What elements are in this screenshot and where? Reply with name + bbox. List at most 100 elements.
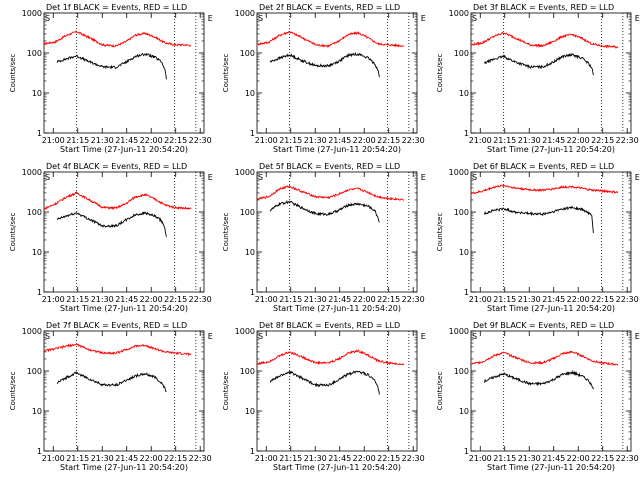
series-events <box>483 205 594 233</box>
series-lld <box>43 29 192 48</box>
corner-label-start: S <box>258 332 263 341</box>
y-tick-label: 100 <box>240 208 255 217</box>
x-tick-label: 21:15 <box>279 295 302 304</box>
y-tick-label: 10 <box>459 248 469 257</box>
y-tick-label: 10 <box>245 407 255 416</box>
y-tick-label: 10 <box>459 407 469 416</box>
plot-frame <box>470 171 632 293</box>
y-axis-label: Counts/sec <box>436 372 444 411</box>
y-tick-label: 1 <box>464 447 469 456</box>
x-tick-label: 21:45 <box>542 136 565 145</box>
y-axis-label: Counts/sec <box>222 213 230 252</box>
x-tick-label: 21:15 <box>493 136 516 145</box>
series-events <box>269 199 380 223</box>
x-tick-label: 22:00 <box>567 136 590 145</box>
panel-4: Det 4f BLACK = Events, RED = LLD S E 1 10 100… <box>9 162 213 313</box>
y-tick-label: 1000 <box>22 327 42 336</box>
x-tick-label: 22:15 <box>591 136 614 145</box>
corner-label-end: E <box>421 173 426 182</box>
x-tick-label: 22:30 <box>189 454 212 463</box>
x-tick-label: 21:30 <box>304 295 327 304</box>
y-tick-label: 100 <box>240 49 255 58</box>
panel-6: Det 6f BLACK = Events, RED = LLD S E 1 10 100… <box>436 162 640 313</box>
x-tick-label: 21:30 <box>91 295 114 304</box>
series-events <box>56 52 167 80</box>
series-lld <box>43 343 192 357</box>
x-tick-label: 21:00 <box>255 295 278 304</box>
y-tick-label: 1000 <box>449 168 469 177</box>
x-tick-label: 21:30 <box>304 136 327 145</box>
x-tick-label: 21:15 <box>493 454 516 463</box>
x-tick-label: 21:00 <box>469 136 492 145</box>
x-tick-label: 22:00 <box>567 295 590 304</box>
y-tick-label: 1000 <box>22 9 42 18</box>
x-tick-label: 21:45 <box>542 454 565 463</box>
x-axis-label: Start Time (27-Jun-11 20:54:20) <box>60 304 188 313</box>
panel-title: Det 4f BLACK = Events, RED = LLD <box>46 162 187 171</box>
x-tick-label: 21:00 <box>469 295 492 304</box>
y-tick-label: 1 <box>37 129 42 138</box>
x-tick-label: 21:00 <box>42 454 65 463</box>
x-tick-label: 22:00 <box>140 454 163 463</box>
y-axis-label: Counts/sec <box>436 213 444 252</box>
panel-title: Det 7f BLACK = Events, RED = LLD <box>46 321 187 330</box>
y-tick-label: 100 <box>240 367 255 376</box>
panel-3: Det 3f BLACK = Events, RED = LLD S E 1 10 100… <box>436 3 640 154</box>
corner-label-end: E <box>635 173 640 182</box>
y-tick-label: 1000 <box>449 9 469 18</box>
y-tick-label: 100 <box>454 367 469 376</box>
x-axis-label: Start Time (27-Jun-11 20:54:20) <box>487 304 615 313</box>
x-tick-label: 22:00 <box>140 136 163 145</box>
y-tick-label: 1 <box>250 288 255 297</box>
y-tick-label: 10 <box>245 89 255 98</box>
y-tick-label: 10 <box>459 89 469 98</box>
y-tick-label: 10 <box>245 248 255 257</box>
x-tick-label: 22:15 <box>377 136 400 145</box>
x-axis-label: Start Time (27-Jun-11 20:54:20) <box>487 463 615 472</box>
x-tick-label: 22:30 <box>616 454 639 463</box>
x-tick-label: 22:00 <box>140 295 163 304</box>
corner-label-end: E <box>635 332 640 341</box>
x-tick-label: 22:15 <box>591 454 614 463</box>
x-tick-label: 21:15 <box>66 454 89 463</box>
series-lld <box>470 184 619 195</box>
corner-label-end: E <box>208 173 213 182</box>
x-tick-label: 21:30 <box>518 454 541 463</box>
x-tick-label: 21:00 <box>255 454 278 463</box>
panel-1: Det 1f BLACK = Events, RED = LLD S E 1 10 100… <box>9 3 213 154</box>
x-tick-label: 21:30 <box>518 295 541 304</box>
series-lld <box>470 32 619 49</box>
series-events <box>56 210 167 237</box>
series-lld <box>43 191 192 211</box>
plot-frame <box>43 171 205 293</box>
x-tick-label: 21:45 <box>328 454 351 463</box>
panel-title: Det 9f BLACK = Events, RED = LLD <box>473 321 614 330</box>
y-tick-label: 1 <box>464 129 469 138</box>
x-tick-label: 21:45 <box>328 136 351 145</box>
x-tick-label: 22:00 <box>567 454 590 463</box>
plot-frame <box>256 12 418 134</box>
x-tick-label: 22:30 <box>402 454 425 463</box>
x-tick-label: 21:30 <box>304 454 327 463</box>
corner-label-start: S <box>45 14 50 23</box>
panel-2: Det 2f BLACK = Events, RED = LLD S E 1 10 100… <box>222 3 426 154</box>
series-lld <box>470 350 619 367</box>
series-events <box>269 52 380 78</box>
x-tick-label: 21:15 <box>66 295 89 304</box>
plot-frame <box>256 330 418 452</box>
x-tick-label: 22:00 <box>353 136 376 145</box>
corner-label-start: S <box>472 14 477 23</box>
series-events <box>483 369 594 390</box>
x-tick-label: 22:00 <box>353 295 376 304</box>
x-tick-label: 22:15 <box>377 295 400 304</box>
y-tick-label: 10 <box>32 248 42 257</box>
y-tick-label: 100 <box>454 49 469 58</box>
x-tick-label: 21:15 <box>279 136 302 145</box>
x-tick-label: 21:45 <box>542 295 565 304</box>
y-tick-label: 1000 <box>449 327 469 336</box>
x-tick-label: 21:45 <box>115 136 138 145</box>
y-tick-label: 1 <box>250 447 255 456</box>
series-lld <box>256 184 405 201</box>
x-tick-label: 22:15 <box>591 295 614 304</box>
